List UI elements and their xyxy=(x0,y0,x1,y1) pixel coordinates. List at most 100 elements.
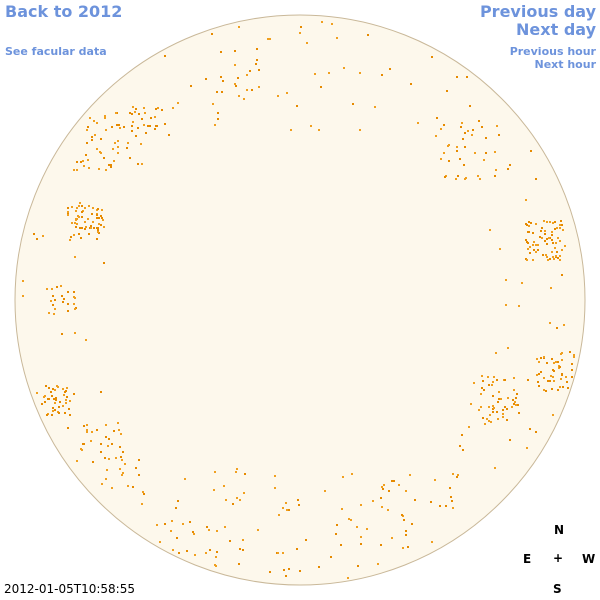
facula xyxy=(512,399,514,401)
facula xyxy=(516,393,518,395)
facula xyxy=(299,32,301,34)
next-hour-link[interactable]: Next hour xyxy=(534,58,597,71)
facula xyxy=(341,508,343,510)
facula xyxy=(357,565,359,567)
facula xyxy=(481,375,483,377)
facula xyxy=(256,48,258,50)
facula xyxy=(91,139,93,141)
facula xyxy=(216,551,218,553)
facula xyxy=(529,252,531,254)
facula xyxy=(417,122,419,124)
facula xyxy=(562,229,564,231)
facula xyxy=(58,412,60,414)
facula xyxy=(336,37,338,39)
facula xyxy=(54,308,56,310)
facula xyxy=(93,227,95,229)
facula xyxy=(561,274,563,276)
facula xyxy=(60,285,62,287)
facula xyxy=(347,577,349,579)
facula xyxy=(546,362,548,364)
facula xyxy=(571,363,573,365)
facula xyxy=(93,120,95,122)
facula xyxy=(86,429,88,431)
facula xyxy=(383,484,385,486)
facula xyxy=(560,353,562,355)
facula xyxy=(88,233,90,235)
facula xyxy=(502,416,504,418)
facula xyxy=(111,126,113,128)
compass-north: N xyxy=(554,523,565,537)
facula xyxy=(213,489,215,491)
facula xyxy=(507,397,509,399)
facula xyxy=(495,169,497,171)
facula xyxy=(554,247,556,249)
facula xyxy=(544,230,546,232)
facula xyxy=(495,352,497,354)
facula xyxy=(86,431,88,433)
facula xyxy=(482,380,484,382)
facula xyxy=(78,205,80,207)
facula xyxy=(96,217,98,219)
facula xyxy=(504,406,506,408)
facula xyxy=(549,221,551,223)
facula xyxy=(554,221,556,223)
facula xyxy=(123,126,125,128)
previous-day-link[interactable]: Previous day xyxy=(479,2,596,21)
facula xyxy=(479,178,481,180)
facula xyxy=(76,169,78,171)
facula xyxy=(73,169,75,171)
facula xyxy=(450,496,452,498)
facula xyxy=(440,158,442,160)
facula xyxy=(205,552,207,554)
facula xyxy=(343,67,345,69)
facular-link[interactable]: See facular data xyxy=(5,45,107,58)
facula xyxy=(282,552,284,554)
facula xyxy=(391,480,393,482)
facula xyxy=(288,509,290,511)
facula xyxy=(83,443,85,445)
facula xyxy=(493,376,495,378)
facula xyxy=(393,480,395,482)
facula xyxy=(536,374,538,376)
facula xyxy=(132,121,134,123)
facula xyxy=(480,406,482,408)
facula xyxy=(75,219,77,221)
facula xyxy=(571,369,573,371)
facula xyxy=(507,168,509,170)
facula xyxy=(538,361,540,363)
facula xyxy=(471,134,473,136)
facula xyxy=(493,407,495,409)
facula xyxy=(54,389,56,391)
facula xyxy=(457,175,459,177)
facula xyxy=(209,549,211,551)
facula xyxy=(328,72,330,74)
facula xyxy=(535,223,537,225)
facula xyxy=(318,566,320,568)
previous-hour-link[interactable]: Previous hour xyxy=(509,45,596,58)
facula xyxy=(380,544,382,546)
facula xyxy=(108,438,110,440)
facula xyxy=(359,72,361,74)
next-day-link[interactable]: Next day xyxy=(516,20,596,39)
facula xyxy=(117,152,119,154)
facula xyxy=(73,303,75,305)
facula xyxy=(525,239,527,241)
facula xyxy=(485,137,487,139)
facula xyxy=(45,385,47,387)
facula xyxy=(509,439,511,441)
back-link[interactable]: Back to 2012 xyxy=(5,2,123,21)
facula xyxy=(141,503,143,505)
facula xyxy=(381,74,383,76)
facula xyxy=(65,399,67,401)
facula xyxy=(285,575,287,577)
facula xyxy=(101,483,103,485)
facula xyxy=(105,424,107,426)
facula xyxy=(448,144,450,146)
facula xyxy=(545,254,547,256)
facula xyxy=(541,227,543,229)
facula xyxy=(505,304,507,306)
facula xyxy=(382,488,384,490)
facula xyxy=(449,487,451,489)
facula xyxy=(193,533,195,535)
facula xyxy=(549,258,551,260)
